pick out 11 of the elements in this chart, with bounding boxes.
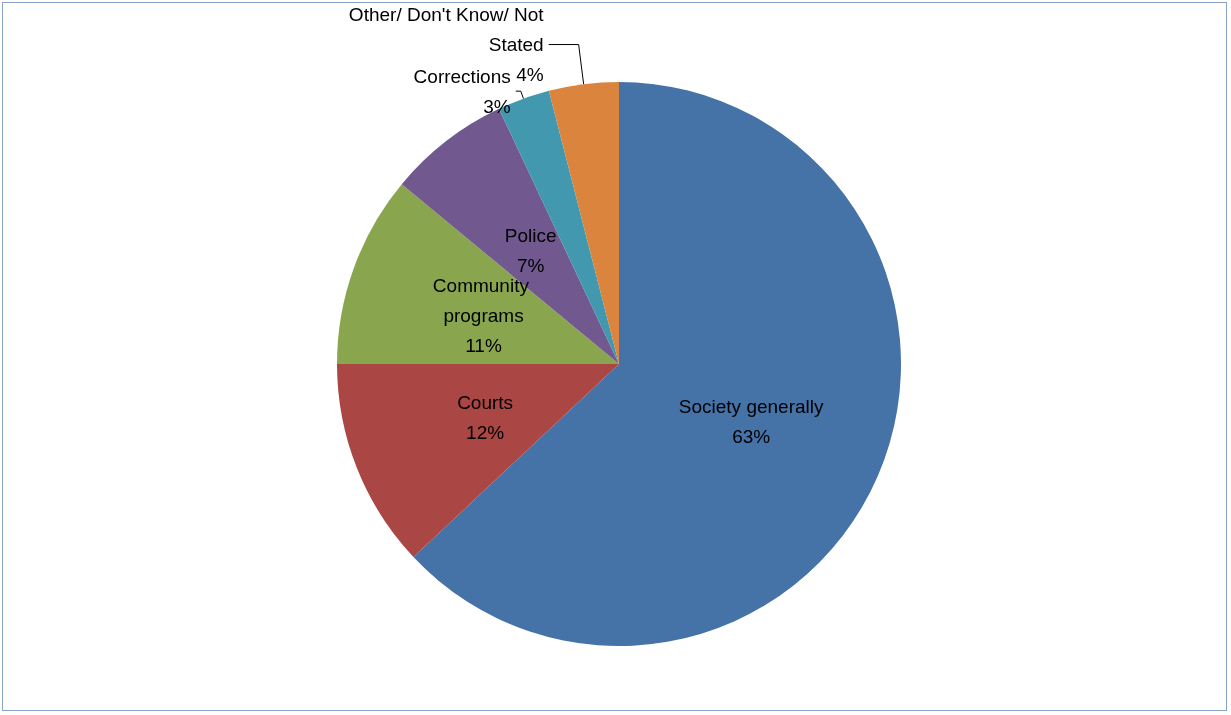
- data-label: 7%: [517, 254, 545, 276]
- data-label: 63%: [732, 425, 771, 447]
- slice-label: Courts: [457, 391, 514, 413]
- slice-label: Community programs: [432, 274, 535, 326]
- slice-label: Society generally: [678, 395, 824, 417]
- slice-label: Other/ Don't Know/ Not Stated: [348, 4, 545, 56]
- data-label: 4%: [516, 64, 544, 86]
- slice-label: Corrections: [413, 65, 511, 87]
- data-label: 11%: [465, 334, 502, 356]
- slice-label: Police: [504, 224, 557, 246]
- data-label: 12%: [466, 421, 505, 443]
